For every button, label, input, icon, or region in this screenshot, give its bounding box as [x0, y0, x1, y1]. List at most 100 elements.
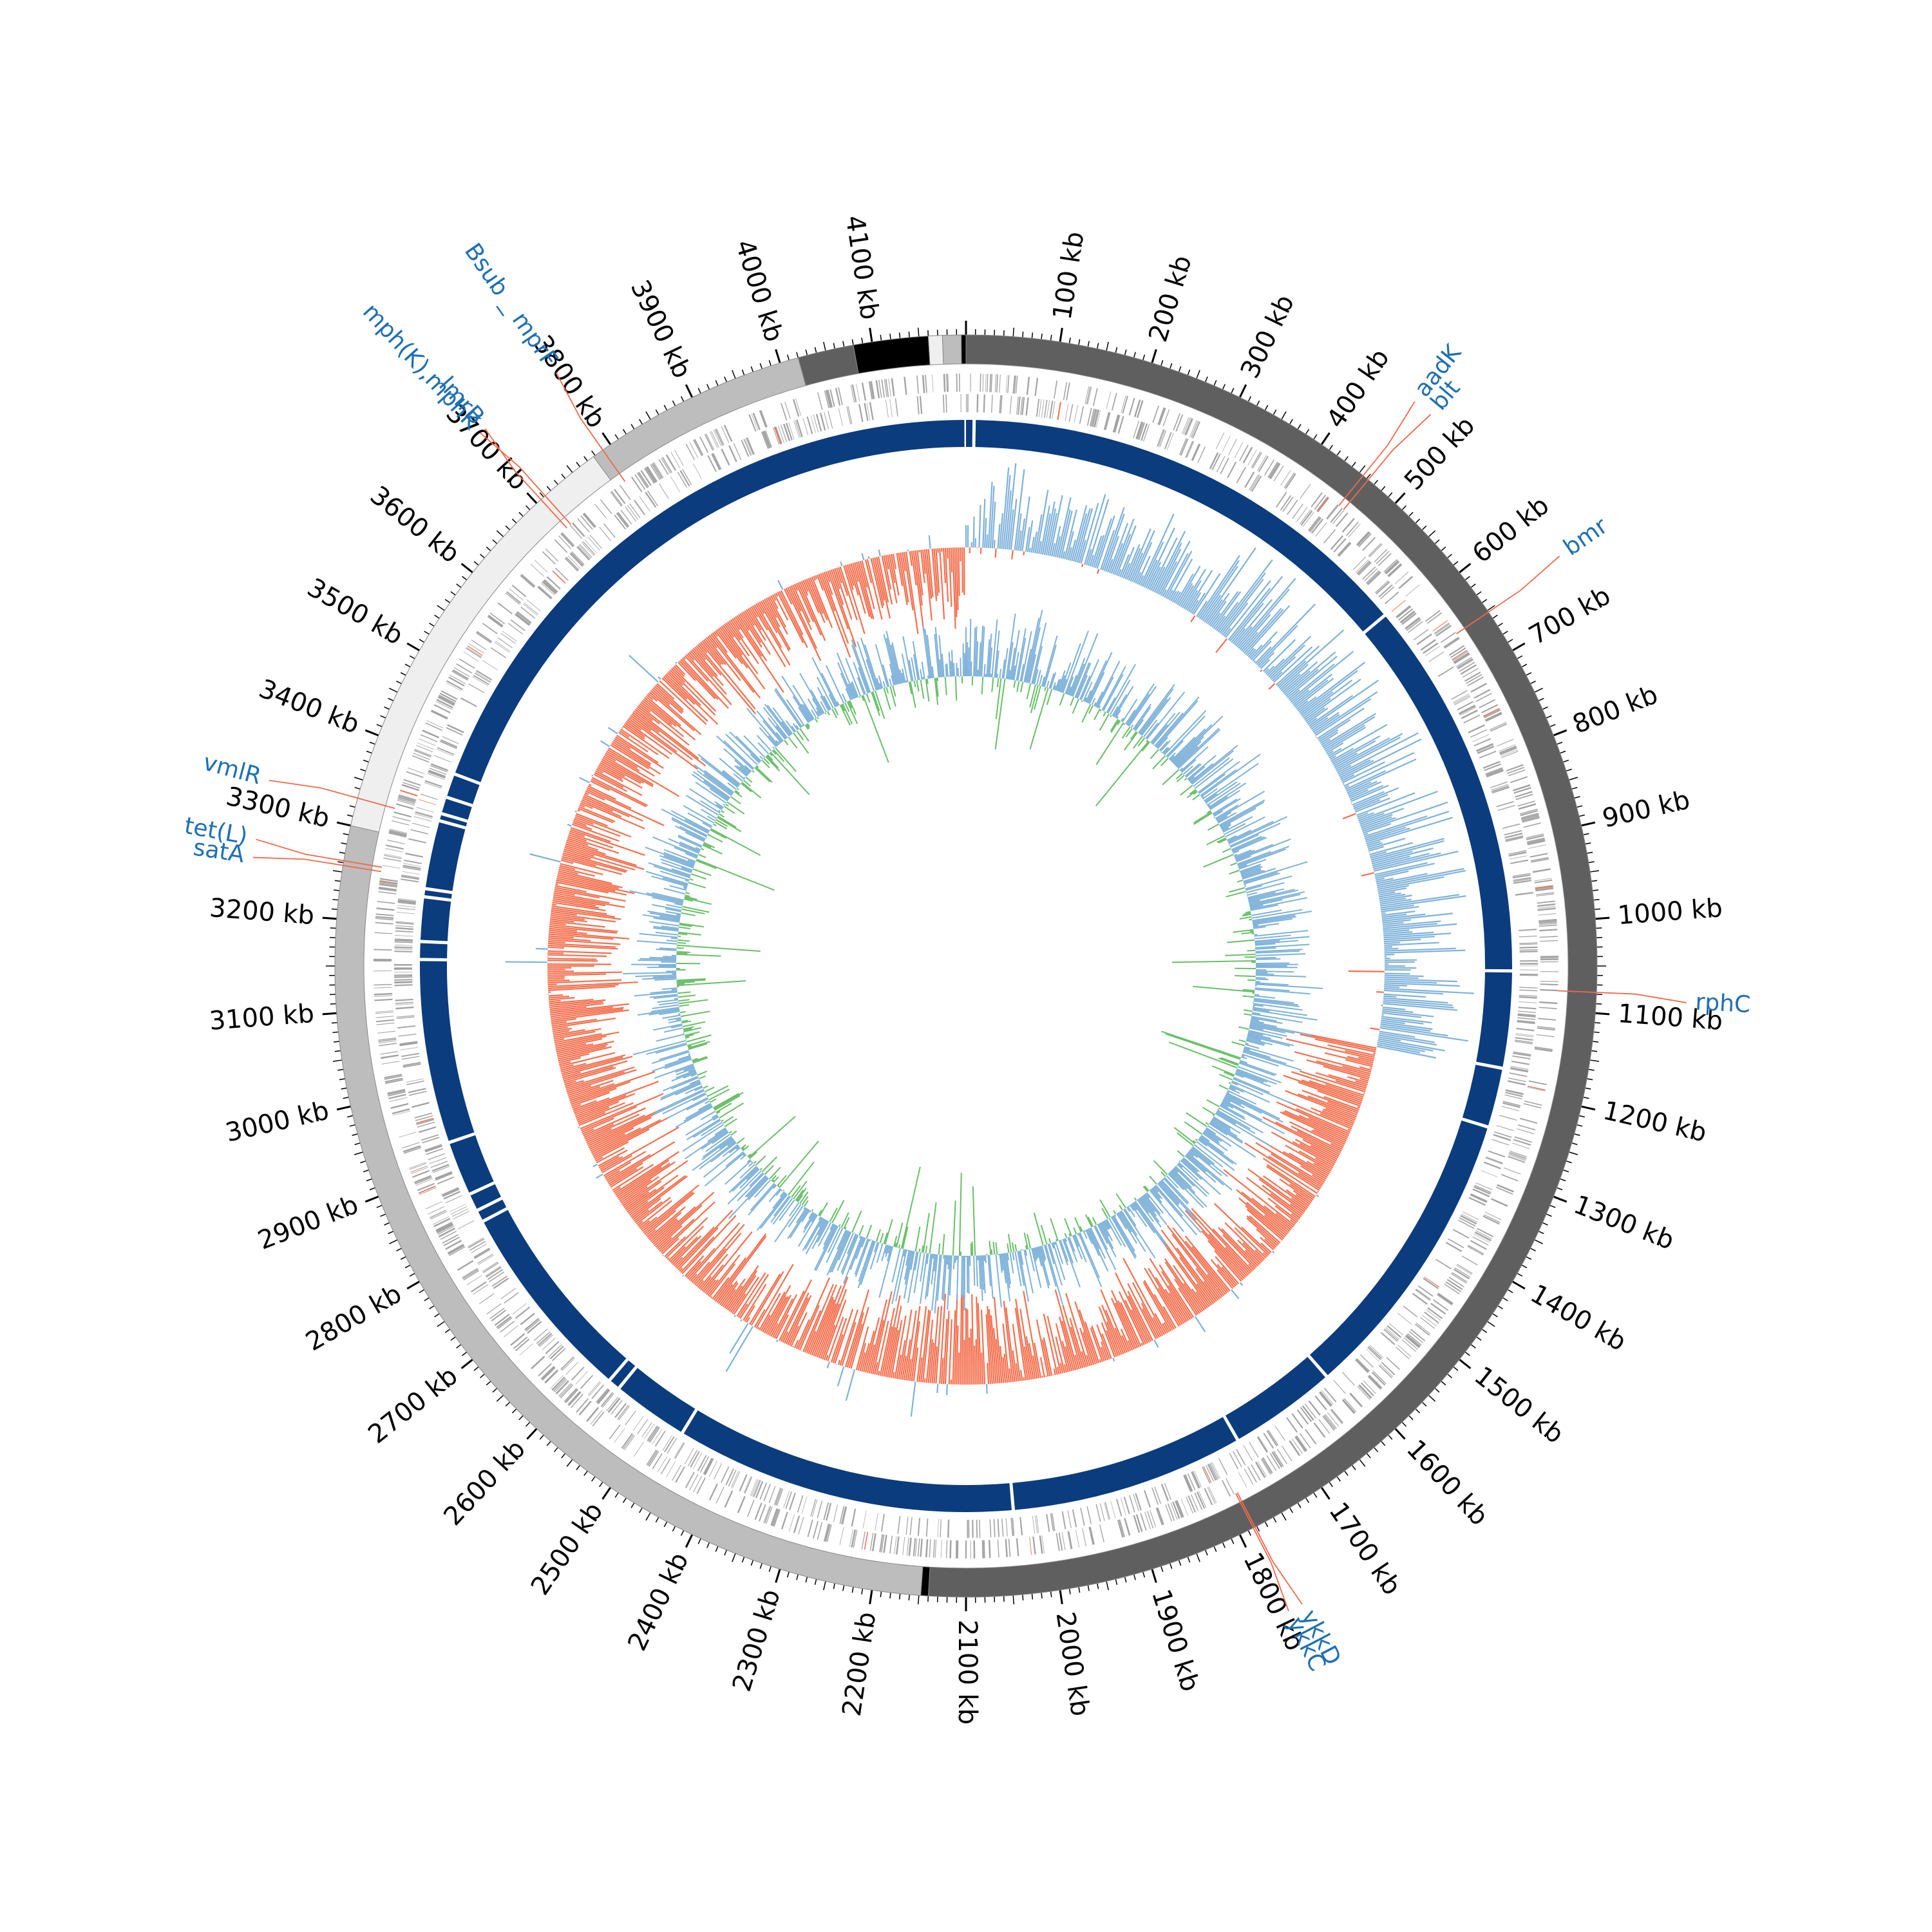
gc-skew-bar	[1204, 1130, 1220, 1142]
cds-feature	[1475, 1182, 1493, 1191]
cds-feature	[1044, 399, 1048, 418]
gc-content-bar	[1358, 1056, 1374, 1062]
gc-skew-bar	[1236, 879, 1244, 883]
cds-feature	[624, 1435, 636, 1450]
cds-feature	[1198, 1491, 1207, 1508]
cds-feature	[1506, 764, 1524, 772]
gc-content-bar	[797, 582, 822, 636]
tick-mark	[796, 352, 799, 358]
gc-content-bar	[604, 1161, 632, 1179]
gc-content-bar	[1253, 660, 1256, 663]
gc-skew-bar	[712, 1132, 729, 1144]
cds-feature	[868, 381, 873, 400]
gc-content-bar	[1354, 799, 1381, 811]
gc-content-bar	[1328, 1074, 1367, 1087]
gc-skew-bar	[753, 1160, 757, 1164]
cds-feature	[1342, 1399, 1356, 1414]
tick-mark	[1187, 369, 1191, 375]
gc-content-bar	[1178, 1287, 1198, 1316]
cds-feature	[1490, 1198, 1508, 1207]
gc-content-bar	[677, 661, 696, 681]
gc-skew-bar	[1152, 755, 1166, 770]
gc-skew-bar	[649, 994, 678, 998]
cds-feature	[670, 476, 680, 492]
cds-feature	[1485, 713, 1502, 722]
gc-content-bar	[569, 830, 585, 837]
gc-content-bar	[582, 1117, 614, 1133]
cds-feature	[1362, 536, 1376, 551]
gc-skew-bar	[1109, 679, 1131, 715]
cds-feature	[388, 1091, 406, 1097]
cds-feature	[1363, 1380, 1376, 1394]
cds-feature	[399, 1042, 418, 1046]
gc-skew-bar	[891, 642, 902, 684]
cds-feature	[795, 420, 801, 438]
cds-feature	[1084, 386, 1090, 404]
cds-feature	[1191, 443, 1200, 461]
gc-content-bar	[1327, 748, 1342, 757]
gc-content-bar	[1372, 853, 1430, 868]
cds-feature	[379, 886, 397, 891]
gc-content-bar	[922, 549, 926, 574]
gc-content-bar	[1142, 542, 1164, 587]
gc-skew-bar	[1168, 1173, 1184, 1191]
gc-skew-bar	[1140, 698, 1168, 735]
gc-content-bar	[1380, 1021, 1433, 1030]
gc-skew-bar	[727, 1140, 735, 1147]
gc-content-bar	[582, 797, 614, 812]
tick-label: 3900 kb	[625, 276, 697, 383]
gc-content-bar	[629, 716, 677, 753]
cds-feature	[1273, 1450, 1284, 1467]
cds-feature	[614, 1428, 625, 1443]
gc-content-bar	[757, 602, 765, 614]
tick-mark	[1160, 360, 1164, 366]
tick-mark	[404, 1264, 411, 1269]
gc-content-bar	[1183, 1283, 1204, 1312]
cds-feature	[632, 1416, 644, 1432]
gc-content-bar	[1245, 1249, 1260, 1265]
gc-skew-bar	[1227, 1090, 1256, 1105]
gc-skew-bar	[1046, 680, 1050, 688]
gc-content-bar	[556, 1043, 608, 1057]
gc-skew-bar	[1079, 1226, 1083, 1232]
gc-content-bar	[674, 664, 686, 676]
gc-skew-bar	[683, 887, 687, 890]
gc-content-bar	[1339, 760, 1374, 779]
gc-content-bar	[1160, 1271, 1193, 1319]
tick-mark	[750, 366, 754, 372]
gc-skew-bar	[726, 801, 745, 815]
gc-content-bar	[552, 900, 600, 909]
cds-feature	[398, 1033, 417, 1037]
gc-skew-bar	[1159, 741, 1168, 751]
gc-content-bar	[730, 1274, 757, 1313]
gc-content-bar	[565, 1066, 635, 1089]
cds-feature	[614, 1403, 627, 1418]
gc-skew-bar	[1133, 1197, 1137, 1201]
cds-feature	[580, 515, 593, 530]
gc-content-bar	[1251, 1197, 1292, 1231]
gc-skew-bar	[1130, 731, 1137, 740]
cds-feature	[1539, 922, 1557, 924]
gc-content-bar	[1262, 1157, 1318, 1195]
gc-content-bar	[547, 950, 612, 954]
gc-skew-bar	[952, 1200, 956, 1256]
gc-skew-bar	[666, 904, 683, 909]
gc-skew-bar	[1227, 939, 1255, 943]
gc-skew-bar	[746, 1155, 748, 1157]
cds-feature	[520, 1312, 535, 1325]
gc-content-bar	[548, 994, 564, 997]
gc-content-bar	[1372, 848, 1434, 865]
gc-content-bar	[1222, 602, 1249, 636]
gc-skew-bar	[705, 1152, 745, 1187]
gc-skew-bar	[755, 766, 773, 783]
cds-feature	[576, 546, 590, 561]
gc-skew-bar	[1160, 1179, 1192, 1213]
gc-content-bar	[1293, 673, 1333, 706]
cds-feature	[1401, 1340, 1416, 1352]
cds-feature	[527, 1321, 542, 1334]
cds-feature	[1492, 1139, 1510, 1146]
gc-content-bar	[1379, 897, 1406, 904]
gc-content-bar	[1184, 1209, 1247, 1278]
gc-skew-bar	[781, 676, 811, 722]
cds-feature	[869, 402, 874, 421]
